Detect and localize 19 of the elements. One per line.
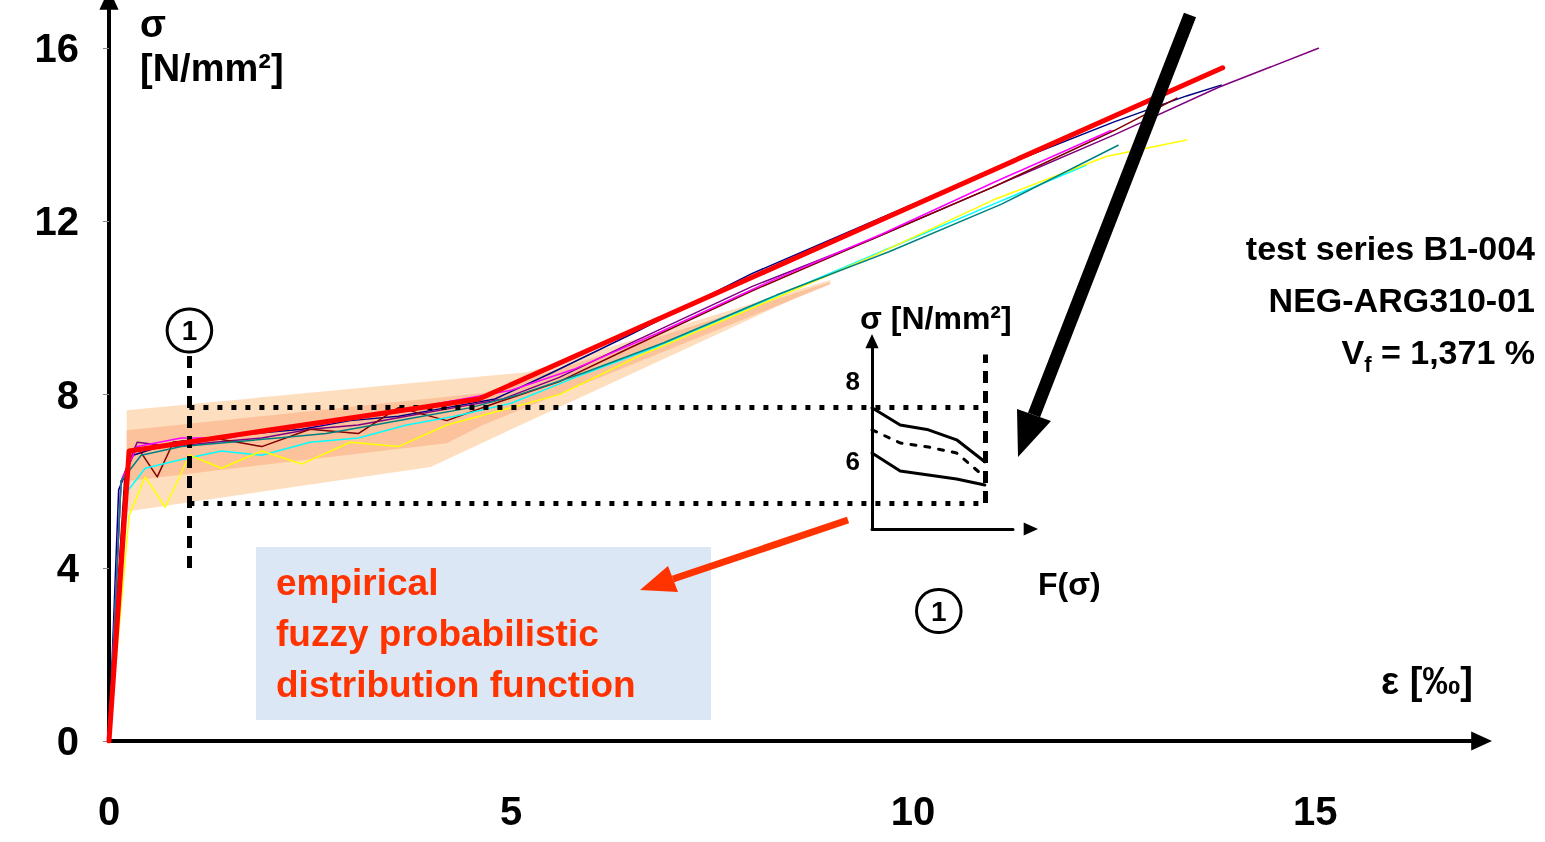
y-tick-label: 4 — [56, 545, 80, 590]
y-tick-label: 16 — [34, 26, 79, 71]
x-tick-label: 0 — [97, 789, 121, 833]
annotation: empirical fuzzy probabilistic distribution function — [276, 562, 636, 705]
y-axis-title: σ [N/mm²] — [860, 300, 1012, 336]
y-tick-label: 0 — [56, 719, 79, 763]
x-tick-label: 10 — [890, 789, 936, 833]
annotation: 1 — [931, 595, 947, 627]
y-tick-label: 12 — [34, 199, 79, 244]
x-tick-label: 5 — [499, 789, 523, 833]
annotation: test series B1-004 NEG-ARG310-01 V$_{f}$ = 1,371 % — [1245, 228, 1535, 378]
x-tick-label: 15 — [1292, 789, 1338, 833]
x-axis-title: ε [‰] — [1381, 660, 1473, 702]
y-axis-title: σ [N/mm²] — [140, 3, 284, 89]
ref-line-label: 1 — [181, 315, 198, 347]
y-tick-label: 6 — [845, 446, 860, 476]
y-tick-label: 8 — [845, 366, 860, 396]
y-tick-label: 8 — [56, 372, 79, 417]
x-axis-title: F(σ) — [1038, 566, 1101, 602]
